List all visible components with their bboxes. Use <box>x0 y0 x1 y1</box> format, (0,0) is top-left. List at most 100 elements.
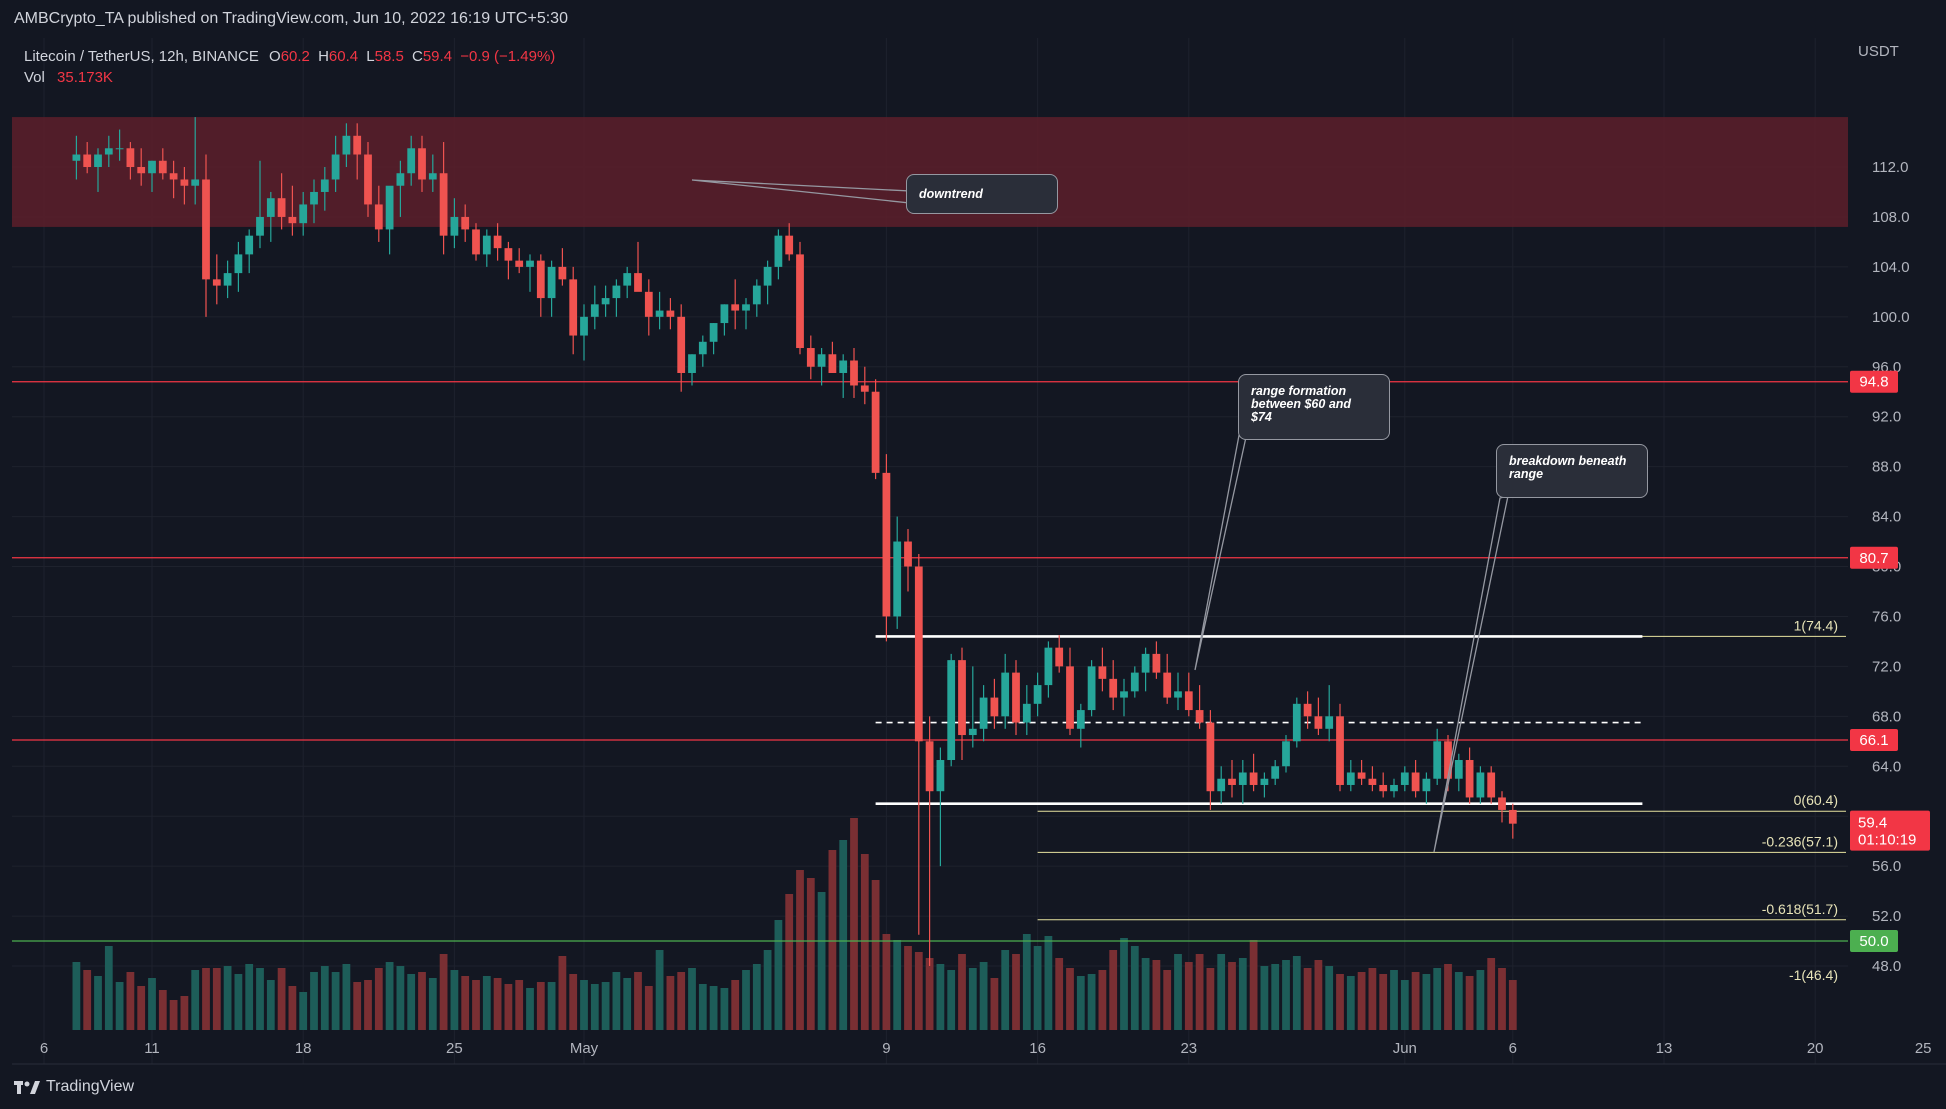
candle-body <box>1390 784 1398 792</box>
candle <box>763 260 772 305</box>
candle-body <box>785 235 794 255</box>
candle-body <box>1400 772 1409 785</box>
candle-body <box>1411 772 1420 792</box>
candle <box>1163 653 1172 704</box>
candle <box>1249 753 1258 792</box>
candle <box>320 167 329 211</box>
candle-body <box>1487 772 1496 798</box>
volume-bar <box>72 962 81 1030</box>
candle-body <box>72 154 81 161</box>
time-tick-label: 13 <box>1656 1040 1673 1057</box>
candle <box>590 285 599 330</box>
candle <box>914 554 923 935</box>
annotation-downtrend[interactable]: downtrend <box>906 174 1058 214</box>
candle <box>742 298 750 330</box>
fib-label: -0.618(51.7) <box>1762 901 1838 917</box>
candle-body <box>947 660 956 761</box>
volume-bar <box>871 880 880 1030</box>
candle-body <box>1044 647 1053 686</box>
candle <box>1422 772 1431 804</box>
volume-bar <box>623 978 632 1030</box>
candle-body <box>893 541 902 617</box>
candle <box>817 348 826 386</box>
candle-body <box>1346 772 1355 785</box>
candle-body <box>688 354 696 373</box>
candle <box>882 454 891 642</box>
candle <box>396 160 405 217</box>
candle-body <box>148 160 156 174</box>
price-tag <box>1850 370 1898 393</box>
candle <box>1087 660 1096 717</box>
candle-body <box>1109 678 1118 698</box>
candle <box>698 335 707 367</box>
candle-body <box>904 541 912 567</box>
symbol-name[interactable]: Litecoin / TetherUS, 12h, BINANCE <box>24 48 259 65</box>
price-tag <box>1850 729 1898 752</box>
candle <box>266 191 275 242</box>
candle <box>180 167 189 205</box>
price-tick-label: 104.0 <box>1872 259 1910 276</box>
vol-label[interactable]: Vol <box>24 69 45 86</box>
volume-bar <box>1195 954 1204 1030</box>
volume-bar <box>1120 938 1128 1030</box>
candle <box>1282 735 1290 773</box>
candle-body <box>266 198 275 217</box>
tradingview-logo[interactable]: TradingView <box>14 1078 134 1096</box>
candle <box>1508 803 1517 839</box>
volume-bar <box>1076 976 1085 1030</box>
candle-body <box>515 260 524 267</box>
candle <box>353 123 362 180</box>
volume-bar <box>547 982 556 1030</box>
vol-value: 35.173K <box>57 69 113 86</box>
volume-bar <box>1152 960 1161 1030</box>
candles <box>72 117 1517 966</box>
candle <box>439 142 448 255</box>
volume-bar <box>1109 950 1118 1030</box>
volume-bar <box>169 1000 178 1030</box>
candle <box>569 266 578 355</box>
candle-body <box>385 185 394 230</box>
volume-bar <box>374 968 383 1030</box>
volume-bar <box>439 954 448 1030</box>
candle-body <box>623 273 632 286</box>
annotation-breakdown[interactable]: breakdown beneath range <box>1496 444 1648 498</box>
candle-body <box>180 179 189 186</box>
fib-label: -1(46.4) <box>1789 967 1838 983</box>
annotation-range[interactable]: range formation between $60 and $74 <box>1238 374 1390 440</box>
symbol-legend[interactable]: Litecoin / TetherUS, 12h, BINANCE O60.2 … <box>24 46 555 88</box>
candle-body <box>158 160 167 174</box>
volume-bar <box>1163 970 1172 1030</box>
candle-body <box>1055 647 1064 667</box>
volume-bar <box>860 854 869 1030</box>
volume-bar <box>1141 958 1150 1030</box>
candle <box>364 142 372 217</box>
candle-body <box>1184 691 1193 711</box>
candle <box>1487 766 1496 804</box>
price-tag <box>1850 546 1898 569</box>
candle <box>1314 697 1323 736</box>
volume-bar <box>979 962 988 1030</box>
candle-body <box>1152 653 1161 673</box>
candle-body <box>536 260 545 299</box>
candle <box>202 154 210 317</box>
candle-body <box>958 660 966 736</box>
candle <box>148 160 156 192</box>
high-label: H <box>318 48 329 65</box>
candle-body <box>83 154 92 167</box>
candle <box>493 223 502 261</box>
price-tick-label: 48.0 <box>1872 958 1901 975</box>
candle-body <box>990 697 999 717</box>
candle <box>1368 766 1377 792</box>
price-tick-label: 72.0 <box>1872 658 1901 675</box>
candle <box>472 223 480 261</box>
candle <box>547 260 556 317</box>
candle <box>580 304 588 361</box>
volume-bar <box>828 850 837 1030</box>
candle-body <box>115 148 124 150</box>
volume-bar <box>1022 934 1031 1030</box>
volume-bar <box>1390 970 1398 1030</box>
volume-bar <box>202 968 210 1030</box>
candle <box>1141 647 1150 692</box>
candle <box>655 291 664 330</box>
